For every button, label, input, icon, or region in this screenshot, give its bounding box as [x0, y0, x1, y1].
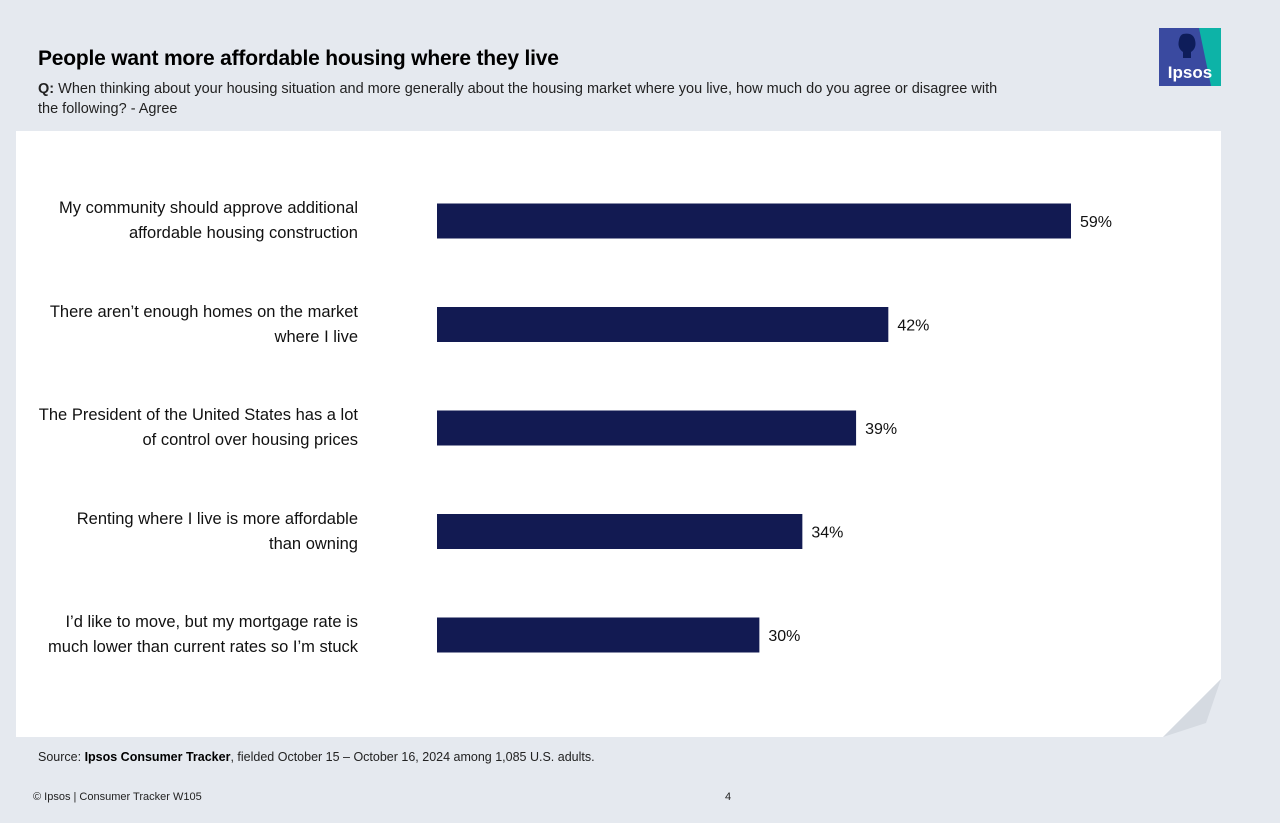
source-note: Source: Ipsos Consumer Tracker, fielded …: [38, 750, 595, 764]
copyright: © Ipsos | Consumer Tracker W105: [33, 791, 202, 803]
category-label-line: than owning: [269, 534, 358, 553]
bar: [437, 203, 1071, 239]
source-name: Ipsos Consumer Tracker: [84, 750, 231, 764]
page-title: People want more affordable housing wher…: [38, 47, 559, 70]
category-label-line: Renting where I live is more affordable: [76, 509, 358, 528]
question-body: When thinking about your housing situati…: [38, 81, 998, 117]
category-label-line: I’d like to move, but my mortgage rate i…: [65, 613, 358, 631]
bar: [437, 617, 760, 653]
question-text: Q: When thinking about your housing situ…: [38, 79, 998, 119]
category-label: Renting where I live is more affordable t…: [0, 507, 358, 557]
bar-chart: 59% 42% 39% 34% 30%: [16, 131, 1221, 737]
category-label: There aren’t enough homes on the market w…: [0, 300, 358, 350]
data-label: 59%: [1080, 214, 1112, 231]
bar: [437, 307, 889, 342]
source-prefix: Source:: [38, 750, 85, 764]
category-label-line: where I live: [274, 327, 358, 346]
page-number: 4: [725, 791, 732, 803]
chart-panel: 59% 42% 39% 34% 30% My community should appr…: [16, 131, 1221, 737]
category-label-line: There aren’t enough homes on the market: [49, 302, 358, 321]
bar: [437, 514, 803, 549]
data-label: 34%: [811, 525, 843, 542]
ipsos-logo: Ipsos: [1159, 28, 1221, 86]
category-label: The President of the United States has a…: [0, 403, 358, 453]
logo-text: Ipsos: [1168, 63, 1212, 82]
data-label: 42%: [897, 318, 929, 335]
category-label-line: The President of the United States has a…: [38, 406, 358, 424]
data-label: 30%: [768, 628, 800, 645]
source-detail: , fielded October 15 – October 16, 2024 …: [230, 750, 595, 764]
category-label: I’d like to move, but my mortgage rate i…: [0, 610, 358, 660]
category-label-line: of control over housing prices: [142, 431, 358, 449]
category-label-line: affordable housing construction: [128, 224, 358, 242]
bar: [437, 410, 857, 446]
category-label-line: much lower than current rates so I’m stu…: [48, 638, 358, 656]
question-label: Q:: [38, 81, 55, 97]
category-label: My community should approve additional af…: [0, 196, 358, 246]
category-label-line: My community should approve additional: [59, 199, 358, 217]
data-label: 39%: [865, 421, 897, 438]
